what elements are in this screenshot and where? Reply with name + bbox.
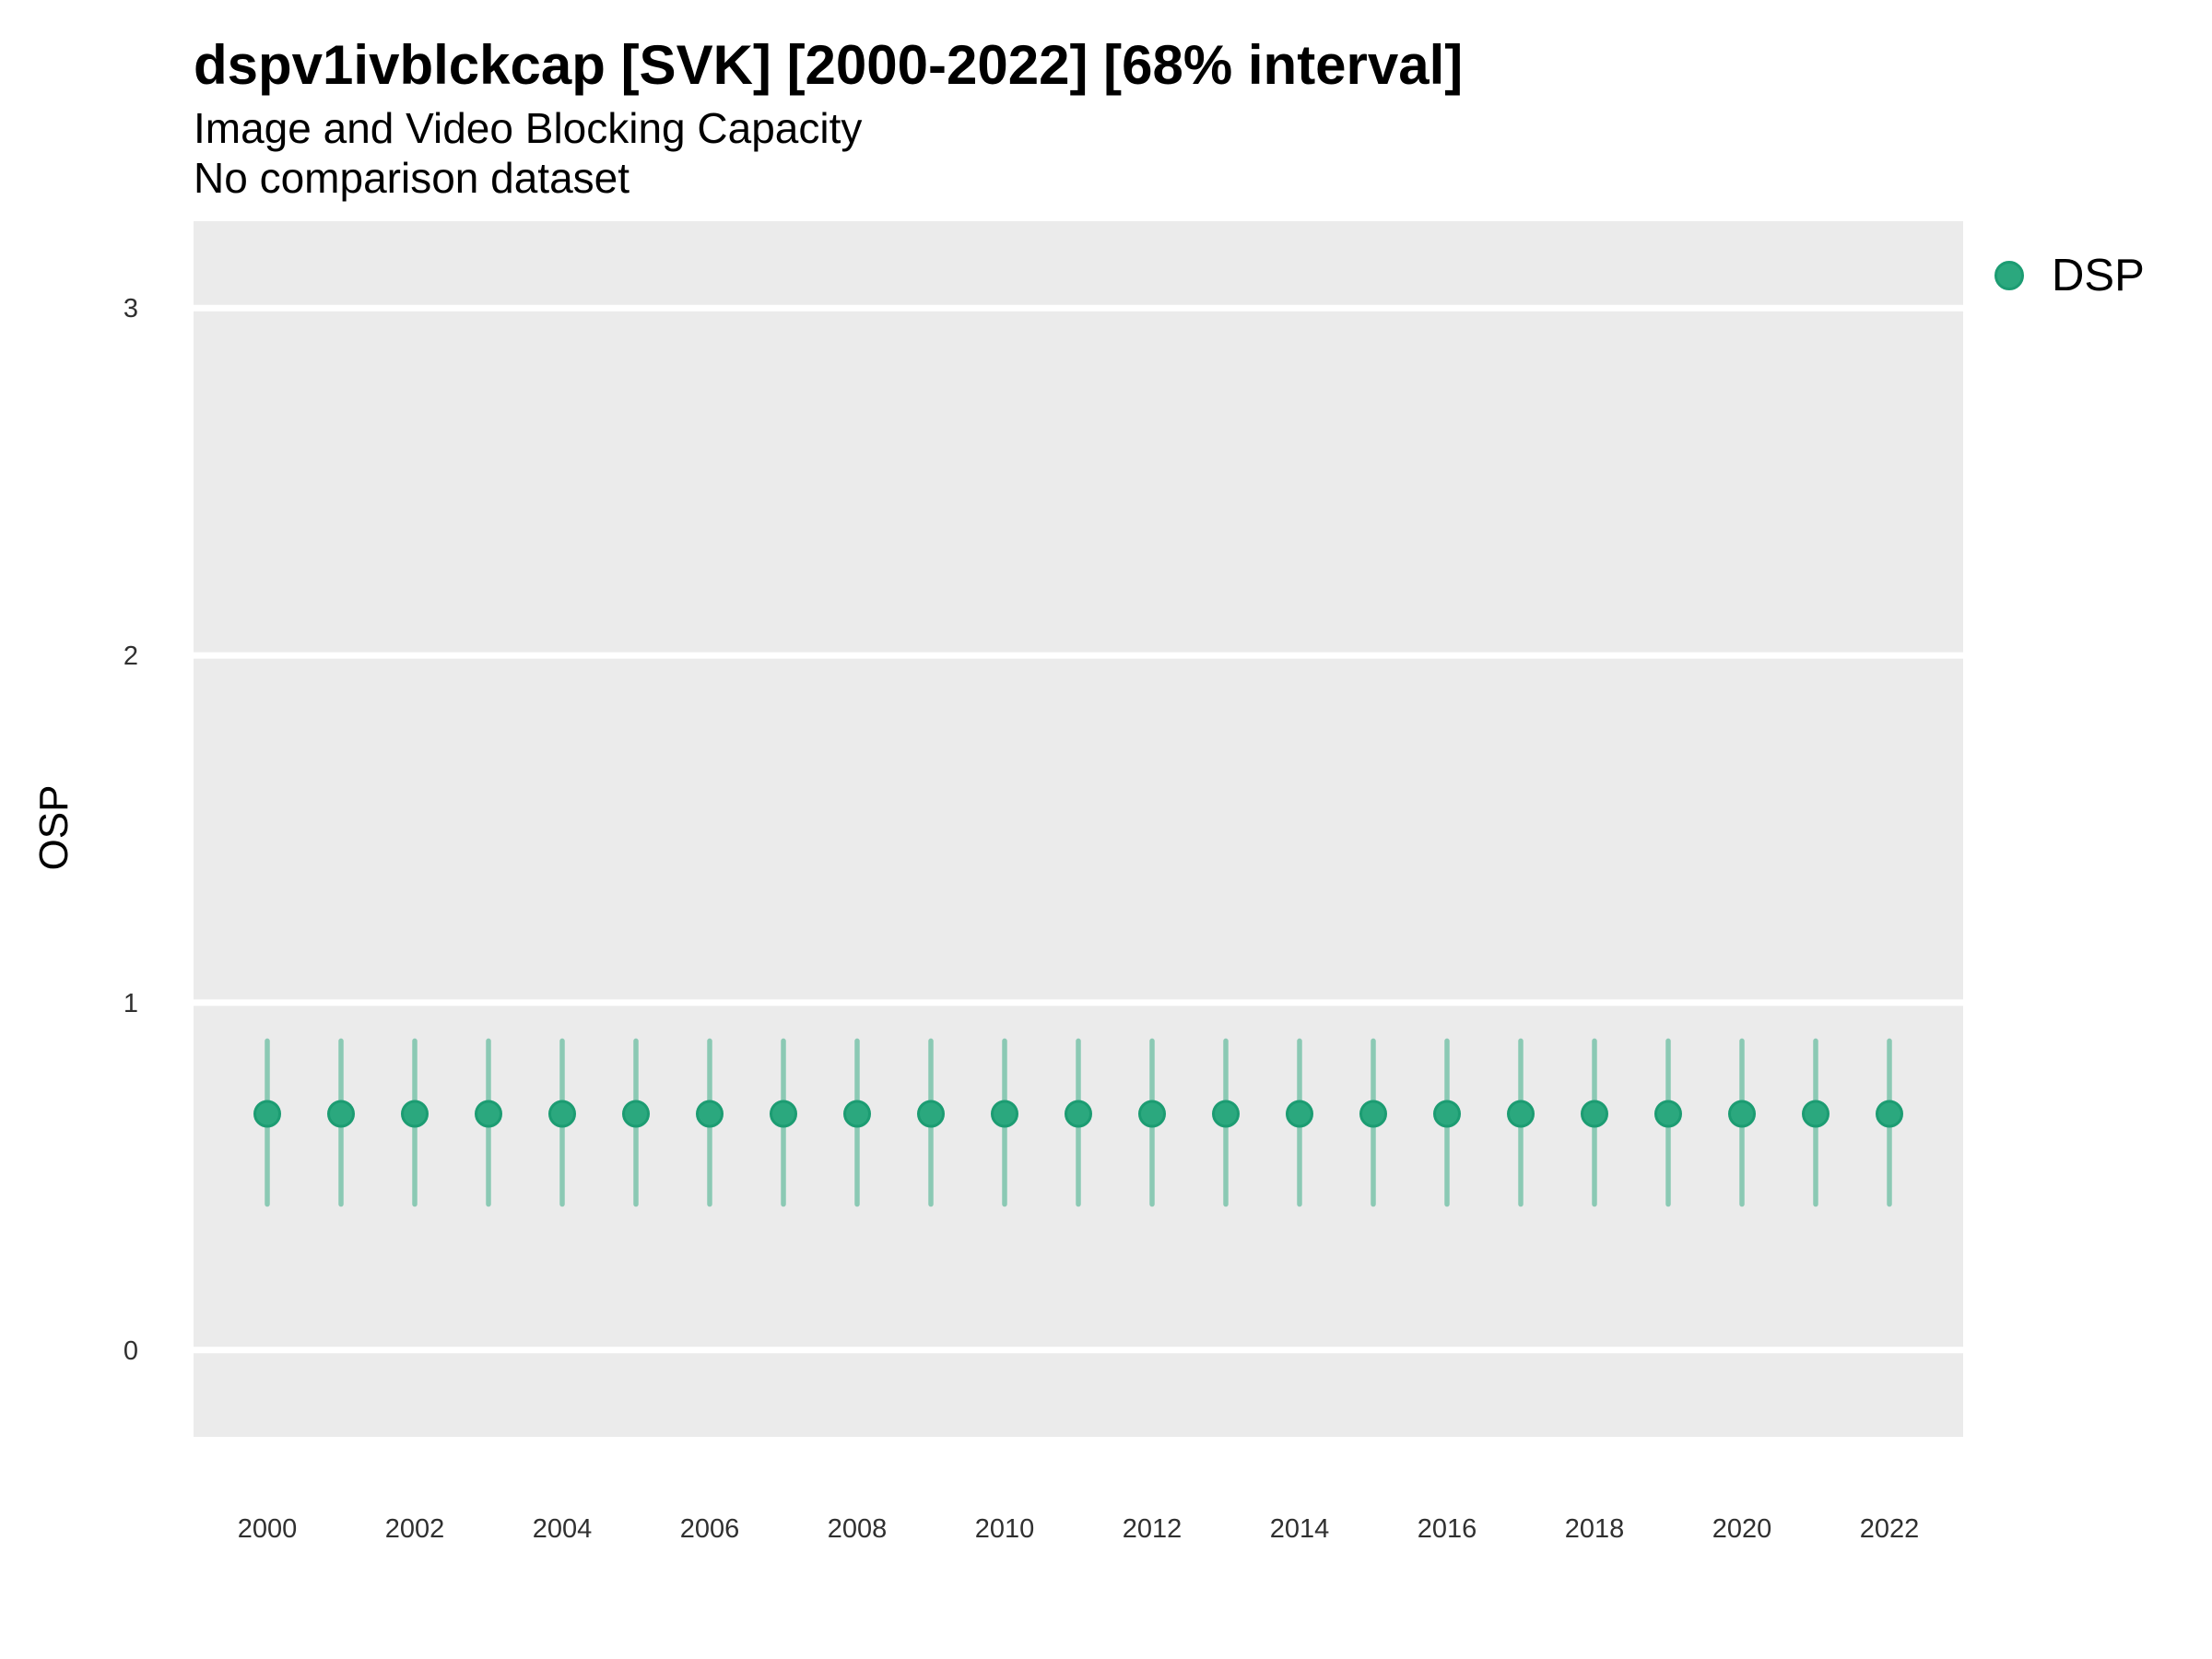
chart-title: dspv1ivblckcap [SVK] [2000-2022] [68% in… — [194, 34, 1464, 96]
data-point-2005 — [622, 1100, 650, 1128]
x-tick-label-2018: 2018 — [1565, 1514, 1625, 1544]
legend: DSP — [1994, 253, 2145, 298]
data-point-2017 — [1507, 1100, 1535, 1128]
x-tick-label-2004: 2004 — [533, 1514, 593, 1544]
chart-caption: No comparison dataset — [194, 154, 630, 202]
x-tick-label-2010: 2010 — [975, 1514, 1035, 1544]
data-point-2006 — [696, 1100, 724, 1128]
legend-label-dsp: DSP — [2052, 250, 2145, 300]
legend-marker-dsp-icon — [1994, 261, 2024, 290]
x-tick-label-2008: 2008 — [828, 1514, 888, 1544]
data-point-2016 — [1433, 1100, 1461, 1128]
y-tick-label-0: 0 — [124, 1336, 138, 1366]
data-point-2007 — [770, 1100, 797, 1128]
panel-background — [194, 221, 1963, 1437]
data-point-2014 — [1286, 1100, 1313, 1128]
x-tick-label-2022: 2022 — [1860, 1514, 1920, 1544]
data-point-2009 — [917, 1100, 945, 1128]
data-point-2015 — [1359, 1100, 1387, 1128]
y-tick-label-2: 2 — [124, 641, 138, 671]
chart-subtitle: Image and Video Blocking Capacity — [194, 104, 863, 152]
data-point-2021 — [1802, 1100, 1830, 1128]
data-point-2003 — [475, 1100, 502, 1128]
y-tick-label-3: 3 — [124, 294, 138, 324]
data-point-2012 — [1138, 1100, 1166, 1128]
data-point-2010 — [991, 1100, 1018, 1128]
x-tick-label-2012: 2012 — [1123, 1514, 1182, 1544]
data-point-2001 — [327, 1100, 355, 1128]
data-point-2004 — [548, 1100, 576, 1128]
data-point-2000 — [253, 1100, 281, 1128]
x-tick-label-2016: 2016 — [1418, 1514, 1477, 1544]
x-tick-label-2014: 2014 — [1270, 1514, 1330, 1544]
data-point-2020 — [1728, 1100, 1756, 1128]
y-axis-label: OSP — [31, 785, 76, 871]
data-point-2018 — [1581, 1100, 1608, 1128]
x-tick-label-2002: 2002 — [385, 1514, 445, 1544]
data-point-2019 — [1654, 1100, 1682, 1128]
y-tick-label-1: 1 — [124, 989, 138, 1018]
x-tick-label-2006: 2006 — [680, 1514, 740, 1544]
data-point-2011 — [1065, 1100, 1092, 1128]
data-point-2013 — [1212, 1100, 1240, 1128]
x-tick-label-2000: 2000 — [238, 1514, 298, 1544]
data-point-2022 — [1876, 1100, 1903, 1128]
data-point-2008 — [843, 1100, 871, 1128]
x-tick-label-2020: 2020 — [1712, 1514, 1772, 1544]
data-point-2002 — [401, 1100, 429, 1128]
